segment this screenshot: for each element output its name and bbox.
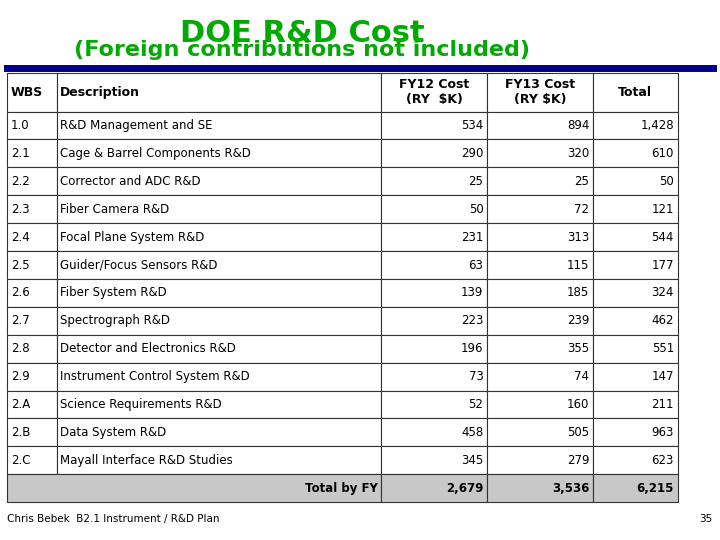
Text: 1,428: 1,428 xyxy=(640,119,674,132)
Text: 177: 177 xyxy=(652,259,674,272)
Text: 551: 551 xyxy=(652,342,674,355)
Text: 458: 458 xyxy=(461,426,483,439)
Text: 115: 115 xyxy=(567,259,589,272)
Text: 73: 73 xyxy=(469,370,483,383)
Text: 2,679: 2,679 xyxy=(446,482,483,495)
Text: Mayall Interface R&D Studies: Mayall Interface R&D Studies xyxy=(60,454,233,467)
Text: 72: 72 xyxy=(575,202,589,215)
Text: Guider/Focus Sensors R&D: Guider/Focus Sensors R&D xyxy=(60,259,217,272)
Text: 894: 894 xyxy=(567,119,589,132)
Text: 6,215: 6,215 xyxy=(636,482,674,495)
Text: 25: 25 xyxy=(469,175,483,188)
Text: Cage & Barrel Components R&D: Cage & Barrel Components R&D xyxy=(60,147,251,160)
Text: 139: 139 xyxy=(461,286,483,299)
Text: Fiber Camera R&D: Fiber Camera R&D xyxy=(60,202,169,215)
Text: 50: 50 xyxy=(469,202,483,215)
Text: 63: 63 xyxy=(469,259,483,272)
Text: 355: 355 xyxy=(567,342,589,355)
Text: 211: 211 xyxy=(652,398,674,411)
Text: 2.C: 2.C xyxy=(11,454,30,467)
Text: Total: Total xyxy=(618,86,652,99)
Text: 963: 963 xyxy=(652,426,674,439)
Text: 313: 313 xyxy=(567,231,589,244)
Text: R&D Management and SE: R&D Management and SE xyxy=(60,119,212,132)
Text: Corrector and ADC R&D: Corrector and ADC R&D xyxy=(60,175,201,188)
Text: 239: 239 xyxy=(567,314,589,327)
Text: 2.1: 2.1 xyxy=(11,147,30,160)
Text: 2.6: 2.6 xyxy=(11,286,30,299)
Text: 121: 121 xyxy=(652,202,674,215)
Text: 2.2: 2.2 xyxy=(11,175,30,188)
Text: (Foreign contributions not included): (Foreign contributions not included) xyxy=(74,40,531,60)
Text: 231: 231 xyxy=(461,231,483,244)
Text: Detector and Electronics R&D: Detector and Electronics R&D xyxy=(60,342,236,355)
Text: 544: 544 xyxy=(652,231,674,244)
Text: 185: 185 xyxy=(567,286,589,299)
Text: Data System R&D: Data System R&D xyxy=(60,426,166,439)
Text: 610: 610 xyxy=(652,147,674,160)
Text: 147: 147 xyxy=(652,370,674,383)
Text: FY13 Cost
(RY $K): FY13 Cost (RY $K) xyxy=(505,78,575,106)
Text: 223: 223 xyxy=(461,314,483,327)
Text: 290: 290 xyxy=(461,147,483,160)
Text: Spectrograph R&D: Spectrograph R&D xyxy=(60,314,170,327)
Text: 74: 74 xyxy=(575,370,589,383)
Text: 1.0: 1.0 xyxy=(11,119,30,132)
Text: Total by FY: Total by FY xyxy=(305,482,377,495)
Text: FY12 Cost
(RY  $K): FY12 Cost (RY $K) xyxy=(399,78,469,106)
Text: 2.9: 2.9 xyxy=(11,370,30,383)
Text: 2.5: 2.5 xyxy=(11,259,30,272)
Text: 25: 25 xyxy=(575,175,589,188)
Text: 324: 324 xyxy=(652,286,674,299)
Text: 2.3: 2.3 xyxy=(11,202,30,215)
Text: 35: 35 xyxy=(700,514,713,524)
Text: 2.B: 2.B xyxy=(11,426,30,439)
Text: 2.A: 2.A xyxy=(11,398,30,411)
Text: BigBOSS: BigBOSS xyxy=(617,15,665,25)
Text: Instrument Control System R&D: Instrument Control System R&D xyxy=(60,370,250,383)
Text: 623: 623 xyxy=(652,454,674,467)
Text: 50: 50 xyxy=(660,175,674,188)
Text: 2.8: 2.8 xyxy=(11,342,30,355)
Text: 462: 462 xyxy=(652,314,674,327)
Text: DOE R&D Cost: DOE R&D Cost xyxy=(180,19,425,48)
Text: 505: 505 xyxy=(567,426,589,439)
Text: 196: 196 xyxy=(461,342,483,355)
Text: Fiber System R&D: Fiber System R&D xyxy=(60,286,167,299)
Text: Focal Plane System R&D: Focal Plane System R&D xyxy=(60,231,204,244)
Text: 2.7: 2.7 xyxy=(11,314,30,327)
Text: Science Requirements R&D: Science Requirements R&D xyxy=(60,398,222,411)
Text: 345: 345 xyxy=(461,454,483,467)
Text: Description: Description xyxy=(60,86,140,99)
Text: 534: 534 xyxy=(461,119,483,132)
Text: Chris Bebek  B2.1 Instrument / R&D Plan: Chris Bebek B2.1 Instrument / R&D Plan xyxy=(7,514,220,524)
Text: 52: 52 xyxy=(469,398,483,411)
Text: 279: 279 xyxy=(567,454,589,467)
Text: 2.4: 2.4 xyxy=(11,231,30,244)
Text: 160: 160 xyxy=(567,398,589,411)
Text: 3,536: 3,536 xyxy=(552,482,589,495)
Text: 320: 320 xyxy=(567,147,589,160)
Text: WBS: WBS xyxy=(11,86,43,99)
